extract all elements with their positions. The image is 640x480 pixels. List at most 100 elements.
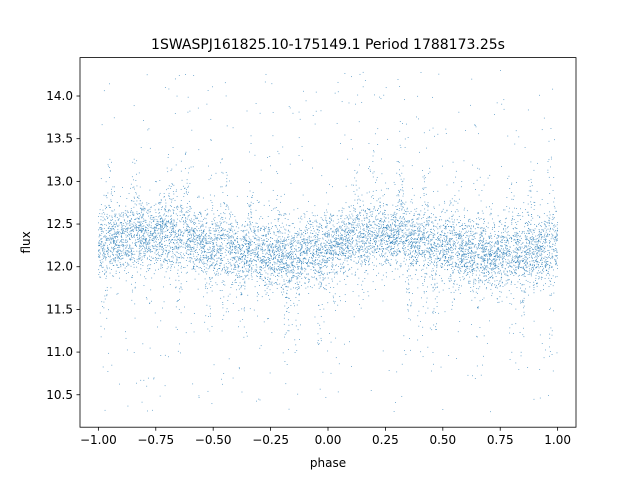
data-point (433, 242, 435, 244)
data-point (257, 231, 259, 233)
data-point (101, 233, 103, 234)
data-point (385, 244, 387, 245)
data-point (436, 267, 438, 269)
data-point (489, 263, 491, 264)
data-point (210, 265, 212, 267)
data-point (248, 249, 250, 251)
data-point (442, 208, 444, 210)
data-point (287, 286, 289, 288)
data-point (495, 264, 497, 266)
data-point (374, 133, 376, 135)
data-point (424, 208, 426, 210)
data-point (150, 251, 151, 253)
data-point (182, 235, 184, 237)
data-point (311, 287, 313, 289)
data-point (351, 267, 353, 269)
data-point (397, 230, 399, 232)
data-point (464, 217, 465, 218)
data-point (470, 256, 472, 258)
data-point (348, 269, 350, 271)
data-point (412, 293, 413, 294)
data-point (132, 161, 134, 163)
data-point (101, 259, 103, 261)
data-point (411, 240, 413, 242)
data-point (489, 277, 491, 279)
data-point (484, 268, 486, 270)
data-point (165, 211, 167, 212)
data-point (230, 246, 232, 248)
data-point (526, 222, 528, 223)
data-point (200, 255, 202, 257)
data-point (390, 241, 392, 243)
data-point (430, 239, 431, 241)
data-point (241, 257, 243, 259)
data-point (102, 366, 104, 368)
data-point (373, 171, 375, 173)
data-point (536, 253, 538, 255)
data-point (216, 249, 218, 251)
data-point (140, 245, 142, 247)
data-point (142, 265, 144, 266)
data-point (478, 254, 480, 256)
data-point (114, 191, 115, 192)
data-point (401, 208, 403, 210)
data-point (334, 233, 336, 235)
data-point (516, 249, 518, 251)
data-point (161, 228, 163, 230)
data-point (210, 308, 211, 310)
data-point (122, 212, 124, 213)
data-point (424, 177, 426, 179)
data-point (385, 233, 387, 235)
data-point (353, 260, 355, 262)
data-point (246, 110, 248, 112)
data-point (332, 253, 334, 255)
data-point (103, 252, 104, 254)
data-point (417, 214, 419, 215)
data-point (266, 287, 268, 289)
data-point (482, 241, 484, 243)
data-point (302, 268, 304, 270)
data-point (148, 243, 150, 244)
data-point (174, 113, 176, 114)
data-point (258, 245, 260, 247)
data-point (336, 244, 338, 246)
data-point (322, 260, 324, 262)
data-point (303, 251, 305, 253)
data-point (306, 248, 308, 250)
data-point (160, 267, 162, 269)
data-point (407, 239, 409, 240)
data-point (149, 249, 151, 251)
data-point (445, 235, 447, 237)
data-point (442, 409, 444, 410)
data-point (268, 283, 270, 285)
data-point (537, 252, 539, 254)
data-point (496, 248, 498, 250)
data-point (398, 192, 400, 193)
data-point (154, 248, 156, 250)
data-point (271, 268, 273, 270)
data-point (104, 234, 106, 236)
data-point (221, 228, 223, 230)
data-point (507, 240, 509, 242)
data-point (130, 210, 132, 211)
data-point (185, 219, 186, 221)
data-point (282, 249, 284, 251)
data-point (514, 251, 516, 253)
data-point (532, 249, 534, 250)
data-point (244, 262, 246, 264)
data-point (386, 227, 388, 229)
data-point (103, 246, 105, 248)
data-point (160, 226, 162, 227)
data-point (524, 255, 525, 257)
data-point (289, 278, 291, 280)
data-point (376, 275, 377, 277)
data-point (265, 284, 267, 286)
data-point (343, 231, 345, 233)
data-point (134, 286, 136, 288)
data-point (127, 241, 129, 242)
data-point (401, 221, 402, 222)
data-point (168, 240, 170, 242)
data-point (241, 276, 243, 278)
data-point (278, 153, 280, 155)
data-point (266, 252, 268, 254)
